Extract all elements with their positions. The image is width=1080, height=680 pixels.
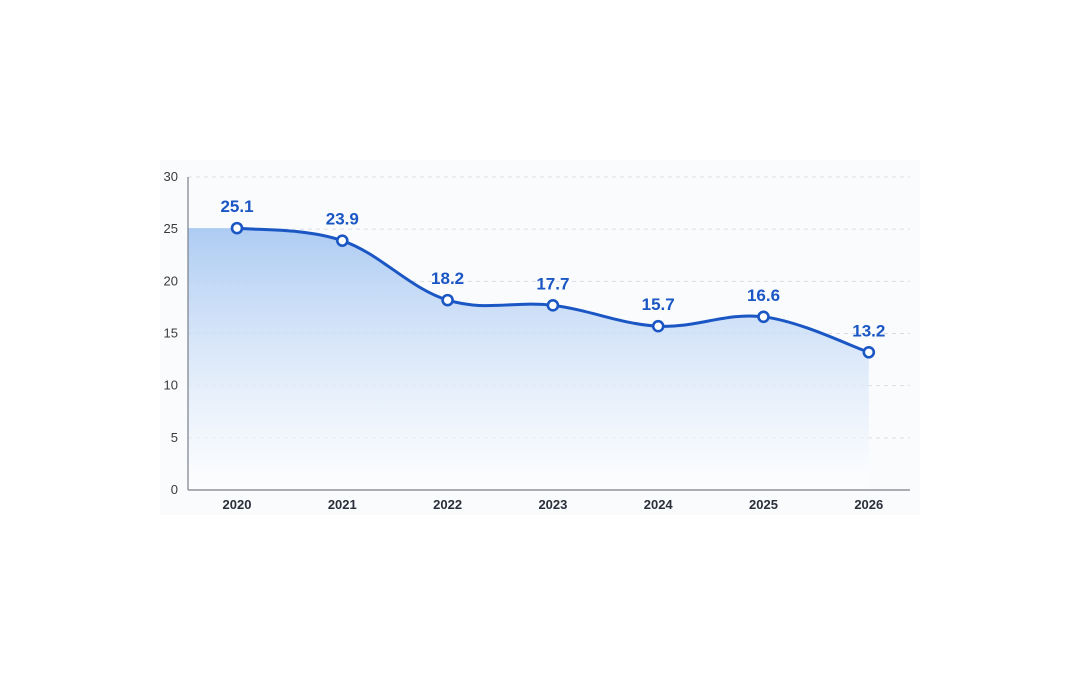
y-tick-label-0: 0 [171, 482, 178, 497]
series-area-fill [188, 228, 869, 490]
data-label-2025: 16.6 [747, 286, 780, 305]
data-point-2023 [546, 299, 560, 312]
axes [187, 177, 910, 491]
data-point-2025 [757, 310, 770, 324]
data-label-2021: 23.9 [326, 210, 359, 229]
y-tick-label-25: 25 [164, 221, 178, 236]
x-tick-label-2020: 2020 [223, 497, 252, 512]
data-point-2024 [651, 319, 665, 333]
data-labels-layer: 25.1 23.9 18.2 17.7 15.7 16.6 13.2 [220, 197, 885, 340]
data-label-2024: 15.7 [642, 295, 675, 314]
x-axis-ticks: 2020 2021 2022 2023 2024 2025 2026 [223, 497, 884, 512]
y-axis-ticks: 0 5 10 15 20 25 30 [164, 169, 178, 497]
y-tick-label-15: 15 [164, 326, 178, 341]
y-tick-label-20: 20 [164, 273, 178, 288]
y-tick-label-5: 5 [171, 430, 178, 445]
data-point-2021 [335, 234, 349, 247]
x-tick-label-2022: 2022 [433, 497, 462, 512]
data-label-2022: 18.2 [431, 269, 464, 288]
data-label-2023: 17.7 [536, 274, 569, 293]
area-fill-layer [188, 228, 869, 490]
data-label-2020: 25.1 [220, 197, 253, 216]
x-tick-label-2025: 2025 [749, 497, 778, 512]
y-tick-label-30: 30 [164, 169, 178, 184]
data-point-2026 [862, 345, 876, 359]
y-tick-label-10: 10 [164, 378, 178, 393]
data-point-2020 [230, 221, 244, 235]
data-point-2022 [441, 293, 454, 307]
markers-layer [230, 221, 876, 359]
x-tick-label-2024: 2024 [644, 497, 674, 512]
x-tick-label-2026: 2026 [854, 497, 883, 512]
data-label-2026: 13.2 [852, 321, 885, 340]
x-tick-label-2021: 2021 [328, 497, 357, 512]
x-tick-label-2023: 2023 [538, 497, 567, 512]
